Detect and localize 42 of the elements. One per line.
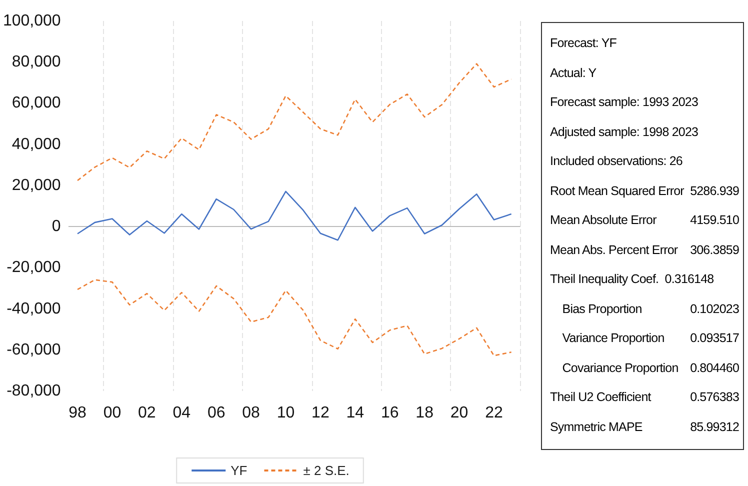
y-tick-label: 40,000 [12, 136, 61, 153]
text: Covariance Proportion 0.804460 [561, 360, 739, 377]
text: Forecast: YF [550, 35, 617, 52]
text: Bias Proportion 0.102023 [562, 302, 739, 316]
text: Theil Inequality Coef. 0.316148 [550, 271, 714, 288]
y-tick-label: -20,000 [6, 259, 61, 276]
text: Mean Abs. Percent Error 306.3859 [550, 242, 739, 258]
x-tick-label: 18 [416, 404, 434, 422]
x-tick-label: 14 [346, 404, 364, 422]
legend-label: ± 2 S.E. [303, 463, 350, 478]
text: Theil U2 Coefficient 0.576383 [550, 390, 739, 404]
line-series [76, 63, 512, 182]
text: Adjusted sample: 1998 2023 [550, 124, 698, 141]
x-tick-label: 04 [172, 404, 191, 422]
x-tick-label: 12 [312, 404, 330, 422]
y-tick-label: 20,000 [12, 176, 61, 194]
y-tick-label: -60,000 [6, 341, 61, 358]
text: Root Mean Squared Error 5286.939 [550, 182, 739, 200]
text: Included observations: 26 [550, 153, 682, 170]
y-tick-label: 60,000 [12, 94, 61, 112]
x-tick-label: 06 [207, 404, 226, 422]
text: Mean Absolute Error 4159.510 [550, 213, 739, 227]
y-tick-label: -40,000 [6, 300, 61, 318]
y-tick-label: 0 [52, 218, 61, 236]
y-tick-label: -80,000 [6, 382, 61, 400]
x-tick-label: 02 [138, 404, 156, 422]
x-tick-label: 98 [68, 404, 87, 422]
x-tick-label: 00 [103, 404, 122, 422]
x-tick-label: 20 [450, 404, 468, 422]
y-tick-label: 100,000 [2, 12, 61, 30]
y-tick-label: 80,000 [12, 54, 61, 71]
x-tick-label: 22 [485, 404, 503, 422]
x-tick-label: 10 [276, 404, 295, 422]
x-tick-label: 16 [380, 404, 399, 422]
line-series [76, 279, 512, 356]
text: Actual: Y [550, 64, 596, 82]
text: Variance Proportion 0.093517 [562, 331, 739, 345]
legend-label: YF [230, 463, 248, 478]
line-series [76, 190, 512, 241]
x-tick-label: 08 [242, 404, 260, 422]
text: Forecast sample: 1993 2023 [550, 94, 698, 111]
text: Symmetric MAPE 85.99312 [550, 420, 739, 434]
